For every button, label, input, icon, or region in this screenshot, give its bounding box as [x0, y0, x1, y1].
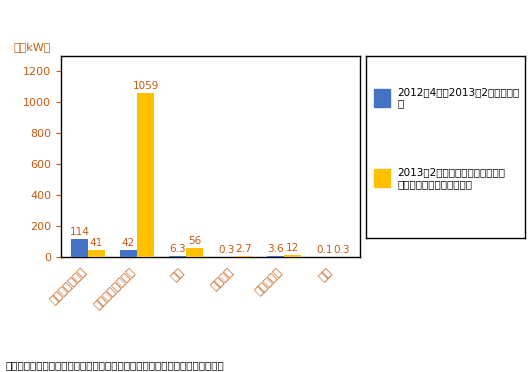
Bar [169, 256, 186, 257]
Text: 再生可能エネルギーの発電設備の導入状況（2013年2月末時点）: 再生可能エネルギーの発電設備の導入状況（2013年2月末時点） [126, 12, 404, 27]
Text: 114: 114 [69, 227, 89, 237]
Text: 0.3: 0.3 [334, 245, 350, 255]
Text: 0.3: 0.3 [218, 245, 235, 255]
Text: 3.6: 3.6 [268, 244, 284, 254]
Text: 56: 56 [188, 236, 201, 246]
Text: 0.1: 0.1 [316, 245, 333, 255]
Text: 42: 42 [122, 238, 135, 248]
Text: （万kW）: （万kW） [13, 42, 51, 52]
Bar [88, 250, 105, 257]
Text: 1059: 1059 [132, 81, 159, 91]
FancyBboxPatch shape [374, 169, 390, 187]
Bar [267, 256, 284, 257]
Text: 2012年4月～2013年2月に運転開
始: 2012年4月～2013年2月に運転開 始 [398, 87, 520, 109]
Bar [186, 248, 204, 257]
Text: 41: 41 [90, 238, 103, 248]
Text: 2.7: 2.7 [235, 244, 252, 254]
Bar [284, 255, 302, 257]
Bar [235, 256, 252, 257]
Text: 2013年2月末までに設備認定を受
けたが運転開始していない: 2013年2月末までに設備認定を受 けたが運転開始していない [398, 167, 506, 189]
FancyBboxPatch shape [374, 89, 390, 107]
Text: 12: 12 [286, 243, 299, 253]
Text: （出所）資源エネルギー庁・総合資源エネルギー調査会資料より大和総研作成: （出所）資源エネルギー庁・総合資源エネルギー調査会資料より大和総研作成 [5, 360, 224, 370]
Bar [137, 93, 154, 257]
Bar [71, 239, 88, 257]
Text: 6.3: 6.3 [169, 244, 186, 254]
Bar [120, 250, 137, 257]
